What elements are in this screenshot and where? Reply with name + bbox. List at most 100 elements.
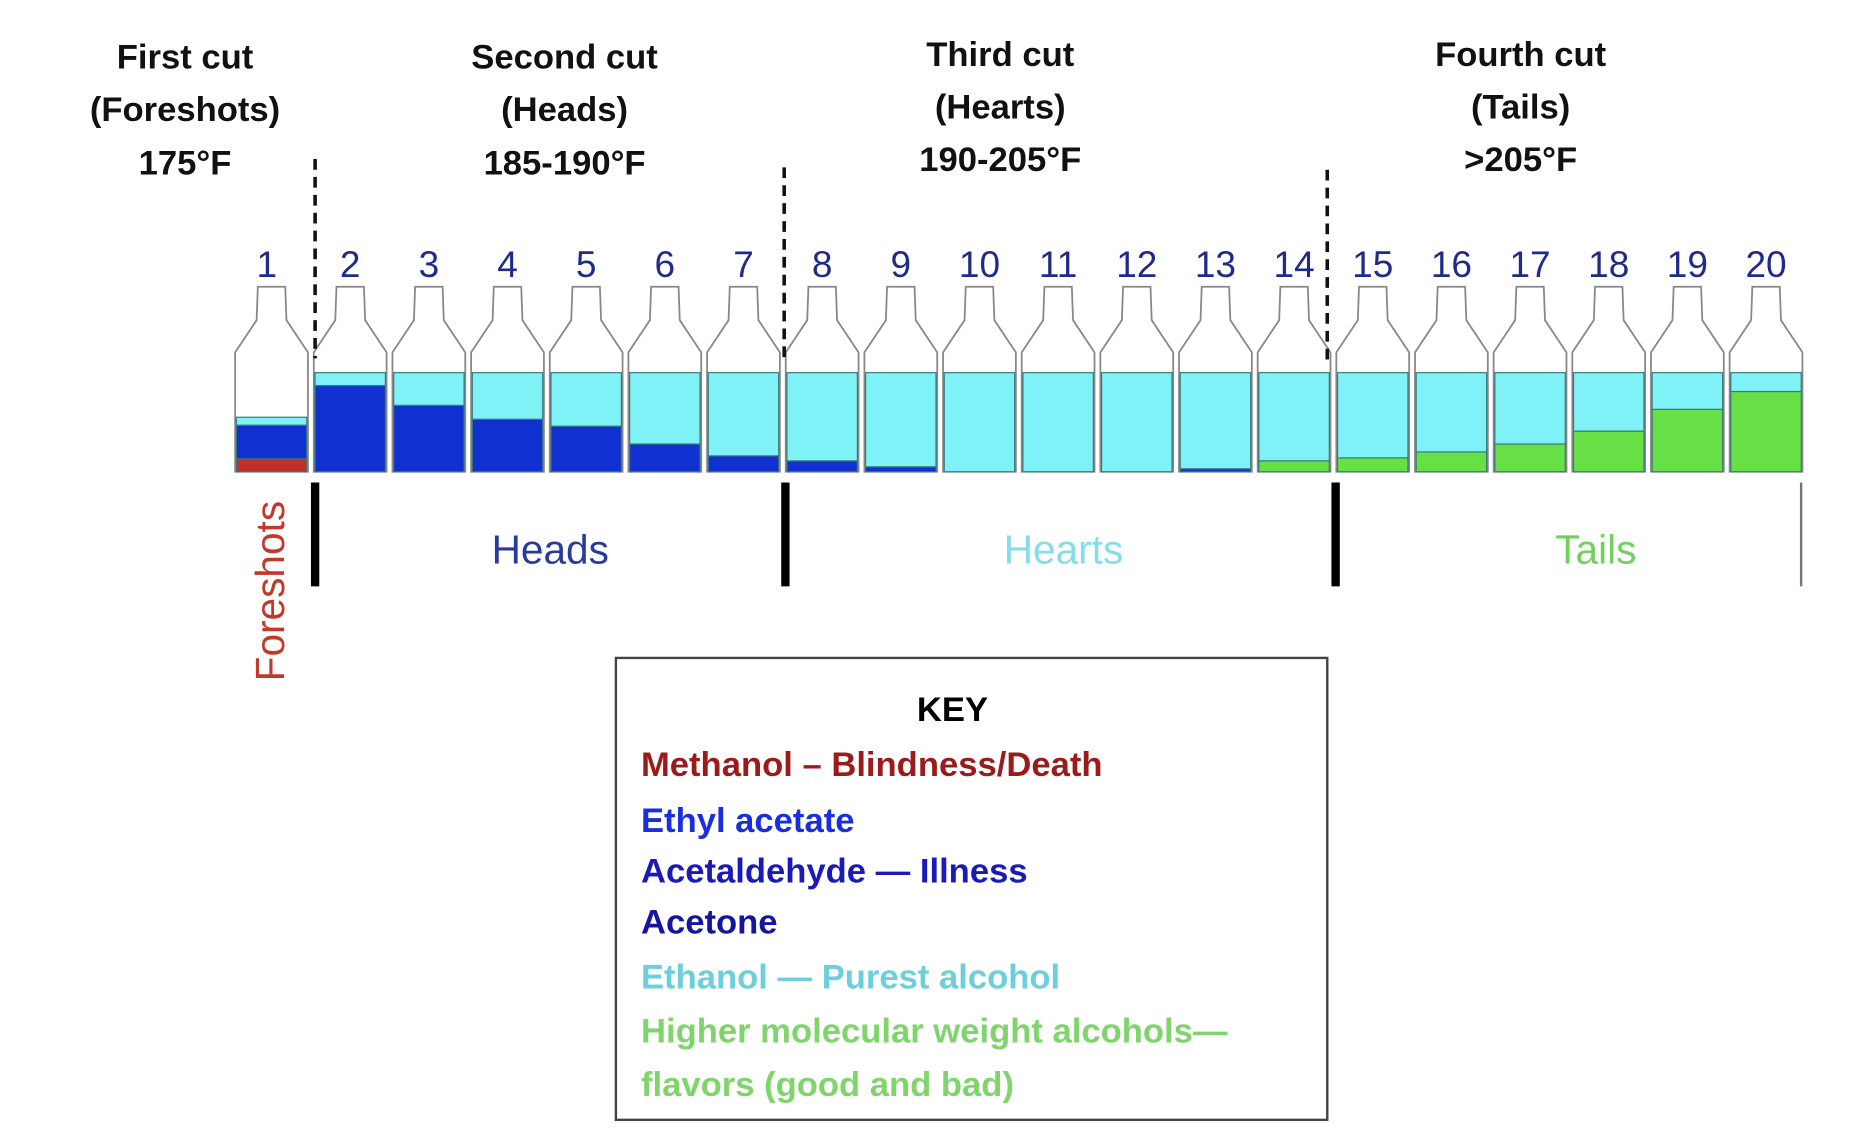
cut-subtitle: (Hearts) — [935, 88, 1066, 126]
ethanol-layer — [1100, 372, 1173, 473]
ethanol-layer — [1572, 372, 1645, 432]
key-item: Ethyl acetate — [641, 802, 855, 840]
bottle-number: 2 — [340, 244, 361, 285]
section-dividers — [310, 482, 1803, 587]
higher-alcohols-layer — [1336, 457, 1409, 473]
ethanol-layer — [943, 372, 1016, 473]
heads-compounds-layer — [471, 418, 544, 473]
ethanol-layer — [1651, 372, 1724, 410]
cut-dividers — [313, 159, 1330, 365]
ethanol-layer — [235, 416, 308, 426]
key-items: Methanol – Blindness/Death Ethyl acetate A… — [641, 746, 1228, 1104]
cut-subtitle: (Heads) — [501, 91, 628, 129]
cut-title: First cut — [117, 38, 254, 76]
heads-compounds-layer — [629, 443, 701, 473]
section-labels: Foreshots Heads Hearts Tails — [247, 501, 1636, 681]
cut-subtitle: (Tails) — [1471, 88, 1570, 126]
bottle: 7 — [706, 244, 781, 473]
bottle: 13 — [1178, 244, 1253, 473]
bottle-number: 9 — [891, 244, 912, 285]
ethanol-layer — [1022, 372, 1094, 473]
ethanol-layer — [864, 372, 937, 468]
bottle-number: 6 — [655, 244, 676, 285]
key-item: Ethanol — Purest alcohol — [641, 959, 1060, 997]
heads-compounds-layer — [707, 455, 780, 473]
higher-alcohols-layer — [1730, 390, 1802, 473]
heads-compounds-layer — [314, 384, 387, 473]
bottle-number: 17 — [1509, 244, 1550, 285]
bottle: 14 — [1256, 244, 1332, 473]
higher-alcohols-layer — [1494, 443, 1566, 473]
bottle-number: 10 — [959, 244, 1000, 285]
ethanol-layer — [314, 372, 387, 387]
ethanol-layer — [1179, 372, 1252, 470]
bottle-number: 16 — [1431, 244, 1472, 285]
bottle-number: 20 — [1745, 244, 1786, 285]
bottle-number: 8 — [812, 244, 833, 285]
ethanol-layer — [550, 372, 622, 427]
cut-header-third: Third cut (Hearts) 190-205°F — [919, 36, 1081, 179]
heads-compounds-layer — [235, 424, 308, 460]
cut-temperature: 175°F — [139, 145, 232, 183]
bottle-number: 4 — [497, 244, 518, 285]
bottle: 20 — [1728, 244, 1804, 473]
cut-temperature: 190-205°F — [919, 141, 1081, 179]
higher-alcohols-layer — [1651, 408, 1724, 473]
ethanol-layer — [629, 372, 701, 445]
heads-compounds-layer — [550, 425, 622, 473]
key-item: flavors (good and bad) — [641, 1066, 1014, 1104]
bottle-number: 3 — [419, 244, 440, 285]
higher-alcohols-layer — [1415, 451, 1488, 473]
cut-title: Second cut — [471, 38, 658, 76]
cut-header-fourth: Fourth cut (Tails) >205°F — [1435, 36, 1607, 179]
bottle: 5 — [548, 244, 624, 473]
ethanol-layer — [786, 372, 858, 462]
cut-title: Fourth cut — [1435, 36, 1607, 74]
bottle: 2 — [312, 244, 388, 473]
bottle: 4 — [470, 244, 545, 473]
key-border — [614, 656, 1329, 1122]
key-item: Higher molecular weight alcohols— — [641, 1012, 1228, 1050]
section-label-tails: Tails — [1555, 527, 1636, 573]
cut-headers: First cut (Foreshots) 175°F Second cut (… — [90, 36, 1607, 183]
bottle-number: 12 — [1116, 244, 1157, 285]
bottle: 17 — [1492, 244, 1568, 473]
key-title: KEY — [917, 691, 988, 729]
bottle-number: 5 — [576, 244, 597, 285]
bottle: 8 — [784, 244, 860, 473]
heads-compounds-layer — [786, 460, 858, 473]
heads-compounds-layer — [393, 404, 465, 473]
key-box: KEY Methanol – Blindness/Death Ethyl acet… — [614, 656, 1329, 1122]
section-label-hearts: Hearts — [1004, 527, 1124, 573]
ethanol-layer — [393, 372, 465, 406]
cut-title: Third cut — [926, 36, 1075, 74]
cut-temperature: >205°F — [1464, 141, 1577, 179]
bottle-number: 15 — [1352, 244, 1393, 285]
higher-alcohols-layer — [1572, 430, 1645, 473]
key-item: Methanol – Blindness/Death — [641, 746, 1103, 784]
bottle: 6 — [627, 244, 703, 473]
bottle: 11 — [1020, 244, 1096, 473]
bottle: 15 — [1335, 244, 1411, 473]
methanol-layer — [235, 458, 308, 473]
bottle-number: 11 — [1039, 244, 1077, 285]
key-item: Acetaldehyde — Illness — [641, 852, 1028, 890]
cut-subtitle: (Foreshots) — [90, 91, 280, 129]
bottle: 10 — [942, 244, 1017, 473]
bottle: 16 — [1414, 244, 1489, 473]
bottle-row: 1 2 3 4 5 6 7 8 9 10 11 12 13 14 15 16 17 18 19 20 — [234, 244, 1804, 473]
bottle-number: 7 — [733, 244, 754, 285]
ethanol-layer — [1336, 372, 1409, 459]
ethanol-layer — [1258, 372, 1330, 462]
bottle-number: 14 — [1274, 244, 1315, 285]
bottle: 3 — [391, 244, 467, 473]
section-label-foreshots: Foreshots — [247, 501, 293, 681]
heads-compounds-layer — [864, 466, 937, 473]
section-label-heads: Heads — [492, 527, 609, 573]
bottle-number: 1 — [256, 244, 277, 285]
bottle-number: 19 — [1667, 244, 1708, 285]
ethanol-layer — [707, 372, 780, 457]
bottle: 1 — [234, 244, 309, 473]
ethanol-layer — [1415, 372, 1488, 453]
